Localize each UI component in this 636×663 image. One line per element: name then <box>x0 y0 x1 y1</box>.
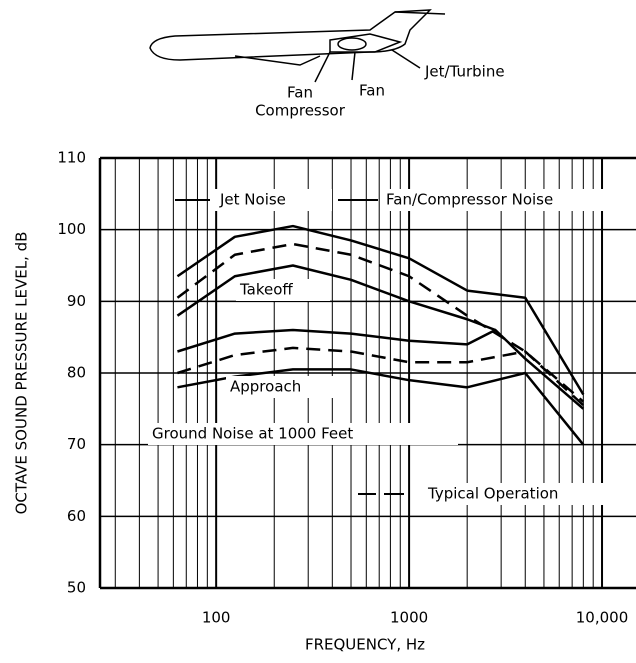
y-tick-label: 100 <box>57 220 86 238</box>
series-line <box>176 264 496 332</box>
x-tick-label: 1000 <box>390 609 428 627</box>
y-tick-label: 50 <box>67 579 86 597</box>
series-line <box>176 242 585 403</box>
annotation: Takeoff <box>239 281 293 299</box>
series-line <box>177 368 585 446</box>
annotation: Ground Noise at 1000 Feet <box>152 425 353 443</box>
annotation: Approach <box>230 378 301 396</box>
series-line <box>177 346 585 407</box>
y-tick-label: 90 <box>67 292 86 310</box>
y-tick-label: 80 <box>67 364 86 382</box>
label-bg <box>412 483 624 505</box>
x-tick-label: 100 <box>202 609 231 627</box>
series-line <box>177 328 585 410</box>
y-tick-label: 70 <box>67 435 86 453</box>
y-axis-label: OCTAVE SOUND PRESSURE LEVEL, dB <box>13 232 31 515</box>
label-bg <box>148 423 458 445</box>
diagram-label: Compressor <box>255 102 346 120</box>
plot: 50 60 70 80 90 100 110 100 1000 10,000 <box>57 149 636 627</box>
label-bg <box>236 279 330 301</box>
legend <box>175 199 404 495</box>
diagram-label: Fan <box>287 84 313 102</box>
annotation: Jet Noise <box>219 191 286 209</box>
annotation: Fan/Compressor Noise <box>386 191 553 209</box>
annotation: Typical Operation <box>427 485 558 503</box>
x-axis-label: FREQUENCY, Hz <box>305 636 425 654</box>
label-bg <box>226 376 336 398</box>
label-bg <box>382 189 634 211</box>
y-tick-label: 110 <box>57 149 86 167</box>
label-bg <box>214 189 332 211</box>
y-tick-label: 60 <box>67 507 86 525</box>
x-tick-label: 10,000 <box>576 609 629 627</box>
series-line <box>176 224 585 396</box>
diagram-label: Fan <box>359 82 385 100</box>
diagram-label: Jet/Turbine <box>424 63 505 81</box>
airplane <box>149 9 446 83</box>
